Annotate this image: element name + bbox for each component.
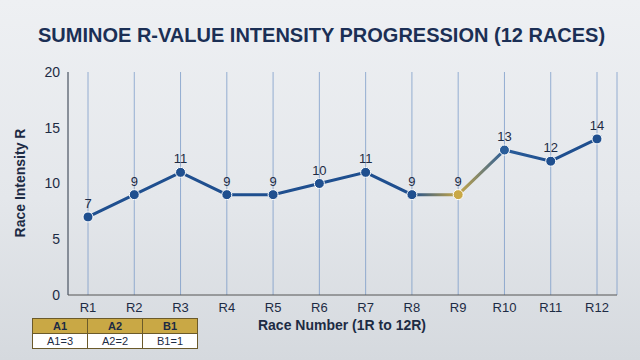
svg-text:R9: R9 xyxy=(450,300,467,315)
svg-text:R7: R7 xyxy=(357,300,374,315)
html-text:A2: A2 xyxy=(108,320,122,332)
svg-text:R10: R10 xyxy=(493,300,517,315)
svg-text:14: 14 xyxy=(590,118,604,133)
html-text:B1=1: B1=1 xyxy=(157,335,183,347)
svg-text:9: 9 xyxy=(131,174,138,189)
svg-text:R12: R12 xyxy=(585,300,609,315)
svg-text:7: 7 xyxy=(84,196,91,211)
svg-text:13: 13 xyxy=(497,129,511,144)
svg-text:20: 20 xyxy=(44,64,60,80)
svg-text:R8: R8 xyxy=(404,300,421,315)
html-text:A2=2: A2=2 xyxy=(102,335,128,347)
svg-text:15: 15 xyxy=(44,120,60,136)
svg-text:R1: R1 xyxy=(80,300,97,315)
html-text:A1=3: A1=3 xyxy=(47,335,73,347)
svg-text:R3: R3 xyxy=(172,300,189,315)
svg-text:11: 11 xyxy=(359,151,373,166)
svg-text:9: 9 xyxy=(455,174,462,189)
svg-text:R11: R11 xyxy=(539,300,562,315)
svg-text:12: 12 xyxy=(543,140,557,155)
svg-text:R2: R2 xyxy=(126,300,143,315)
svg-text:9: 9 xyxy=(408,174,415,189)
svg-text:9: 9 xyxy=(223,174,230,189)
html-text:B1: B1 xyxy=(163,320,177,332)
svg-text:R6: R6 xyxy=(311,300,328,315)
svg-text:R4: R4 xyxy=(219,300,236,315)
svg-text:11: 11 xyxy=(174,151,188,166)
svg-text:5: 5 xyxy=(52,231,60,247)
html-text:Race Intensity R: Race Intensity R xyxy=(12,128,28,238)
svg-text:9: 9 xyxy=(269,174,276,189)
svg-text:10: 10 xyxy=(312,163,326,178)
html-text:Race Number (1R to 12R): Race Number (1R to 12R) xyxy=(258,317,426,333)
svg-text:R5: R5 xyxy=(265,300,282,315)
svg-text:0: 0 xyxy=(52,287,60,303)
html-text:A1: A1 xyxy=(53,320,67,332)
html-text:SUMINOE R-VALUE INTENSITY PROG: SUMINOE R-VALUE INTENSITY PROGRESSION (1… xyxy=(38,24,606,46)
svg-text:10: 10 xyxy=(44,175,60,191)
